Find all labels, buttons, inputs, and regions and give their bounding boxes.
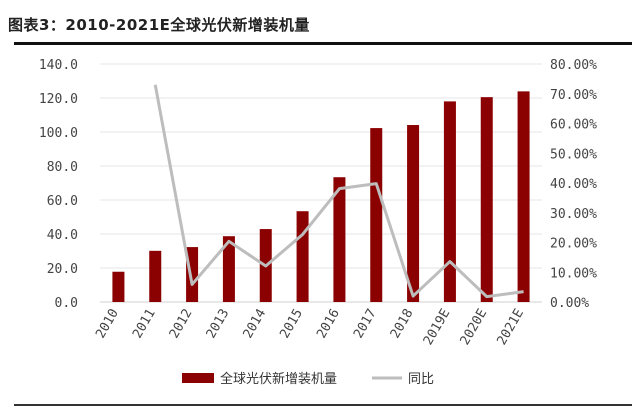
- bottom-divider: [14, 404, 632, 406]
- x-axis-tick: 2015: [277, 307, 306, 342]
- bar: [112, 271, 125, 302]
- right-axis-tick: 50.00%: [550, 147, 597, 162]
- x-axis-tick: 2019E: [421, 307, 454, 348]
- left-axis-tick: 20.0: [47, 262, 78, 277]
- right-axis-tick: 80.00%: [550, 58, 597, 73]
- bar: [222, 236, 235, 302]
- left-axis-tick: 0.0: [55, 296, 78, 311]
- legend-line-label: 同比: [408, 372, 434, 387]
- bar: [149, 250, 162, 302]
- x-axis-tick: 2012: [167, 307, 196, 342]
- bar: [333, 177, 346, 302]
- bar: [443, 101, 456, 303]
- right-axis-tick: 10.00%: [550, 266, 597, 281]
- x-axis-tick: 2013: [204, 307, 233, 342]
- legend-bar-swatch: [182, 373, 214, 383]
- x-axis-tick: 2016: [314, 307, 343, 342]
- right-axis-tick: 30.00%: [550, 207, 597, 222]
- left-axis-tick: 60.0: [47, 194, 78, 209]
- x-axis-tick: 2011: [130, 307, 159, 342]
- title-divider: [14, 42, 632, 45]
- x-axis-tick: 2021E: [494, 307, 527, 348]
- right-axis-tick: 60.00%: [550, 118, 597, 133]
- left-axis-tick: 120.0: [39, 92, 78, 107]
- left-axis-tick: 80.0: [47, 160, 78, 175]
- legend-bar-label: 全球光伏新增装机量: [220, 371, 337, 387]
- right-axis-tick: 20.00%: [550, 237, 597, 252]
- right-axis-tick: 40.00%: [550, 177, 597, 192]
- left-axis-tick: 140.0: [39, 58, 78, 73]
- bar: [517, 91, 530, 303]
- x-axis-tick: 2014: [241, 306, 270, 341]
- x-axis-tick: 2018: [388, 307, 417, 342]
- bar: [480, 97, 493, 303]
- bar: [296, 211, 309, 302]
- bar: [370, 128, 383, 302]
- x-axis-tick: 2010: [93, 307, 122, 342]
- bar: [407, 125, 420, 302]
- left-axis-tick: 100.0: [39, 126, 78, 141]
- x-axis-tick: 2017: [351, 307, 380, 342]
- chart-title: 图表3：2010-2021E全球光伏新增装机量: [8, 16, 310, 34]
- x-axis-tick: 2020E: [458, 307, 491, 348]
- right-axis-tick: 0.00%: [550, 296, 589, 311]
- left-axis-tick: 40.0: [47, 228, 78, 243]
- right-axis-tick: 70.00%: [550, 88, 597, 103]
